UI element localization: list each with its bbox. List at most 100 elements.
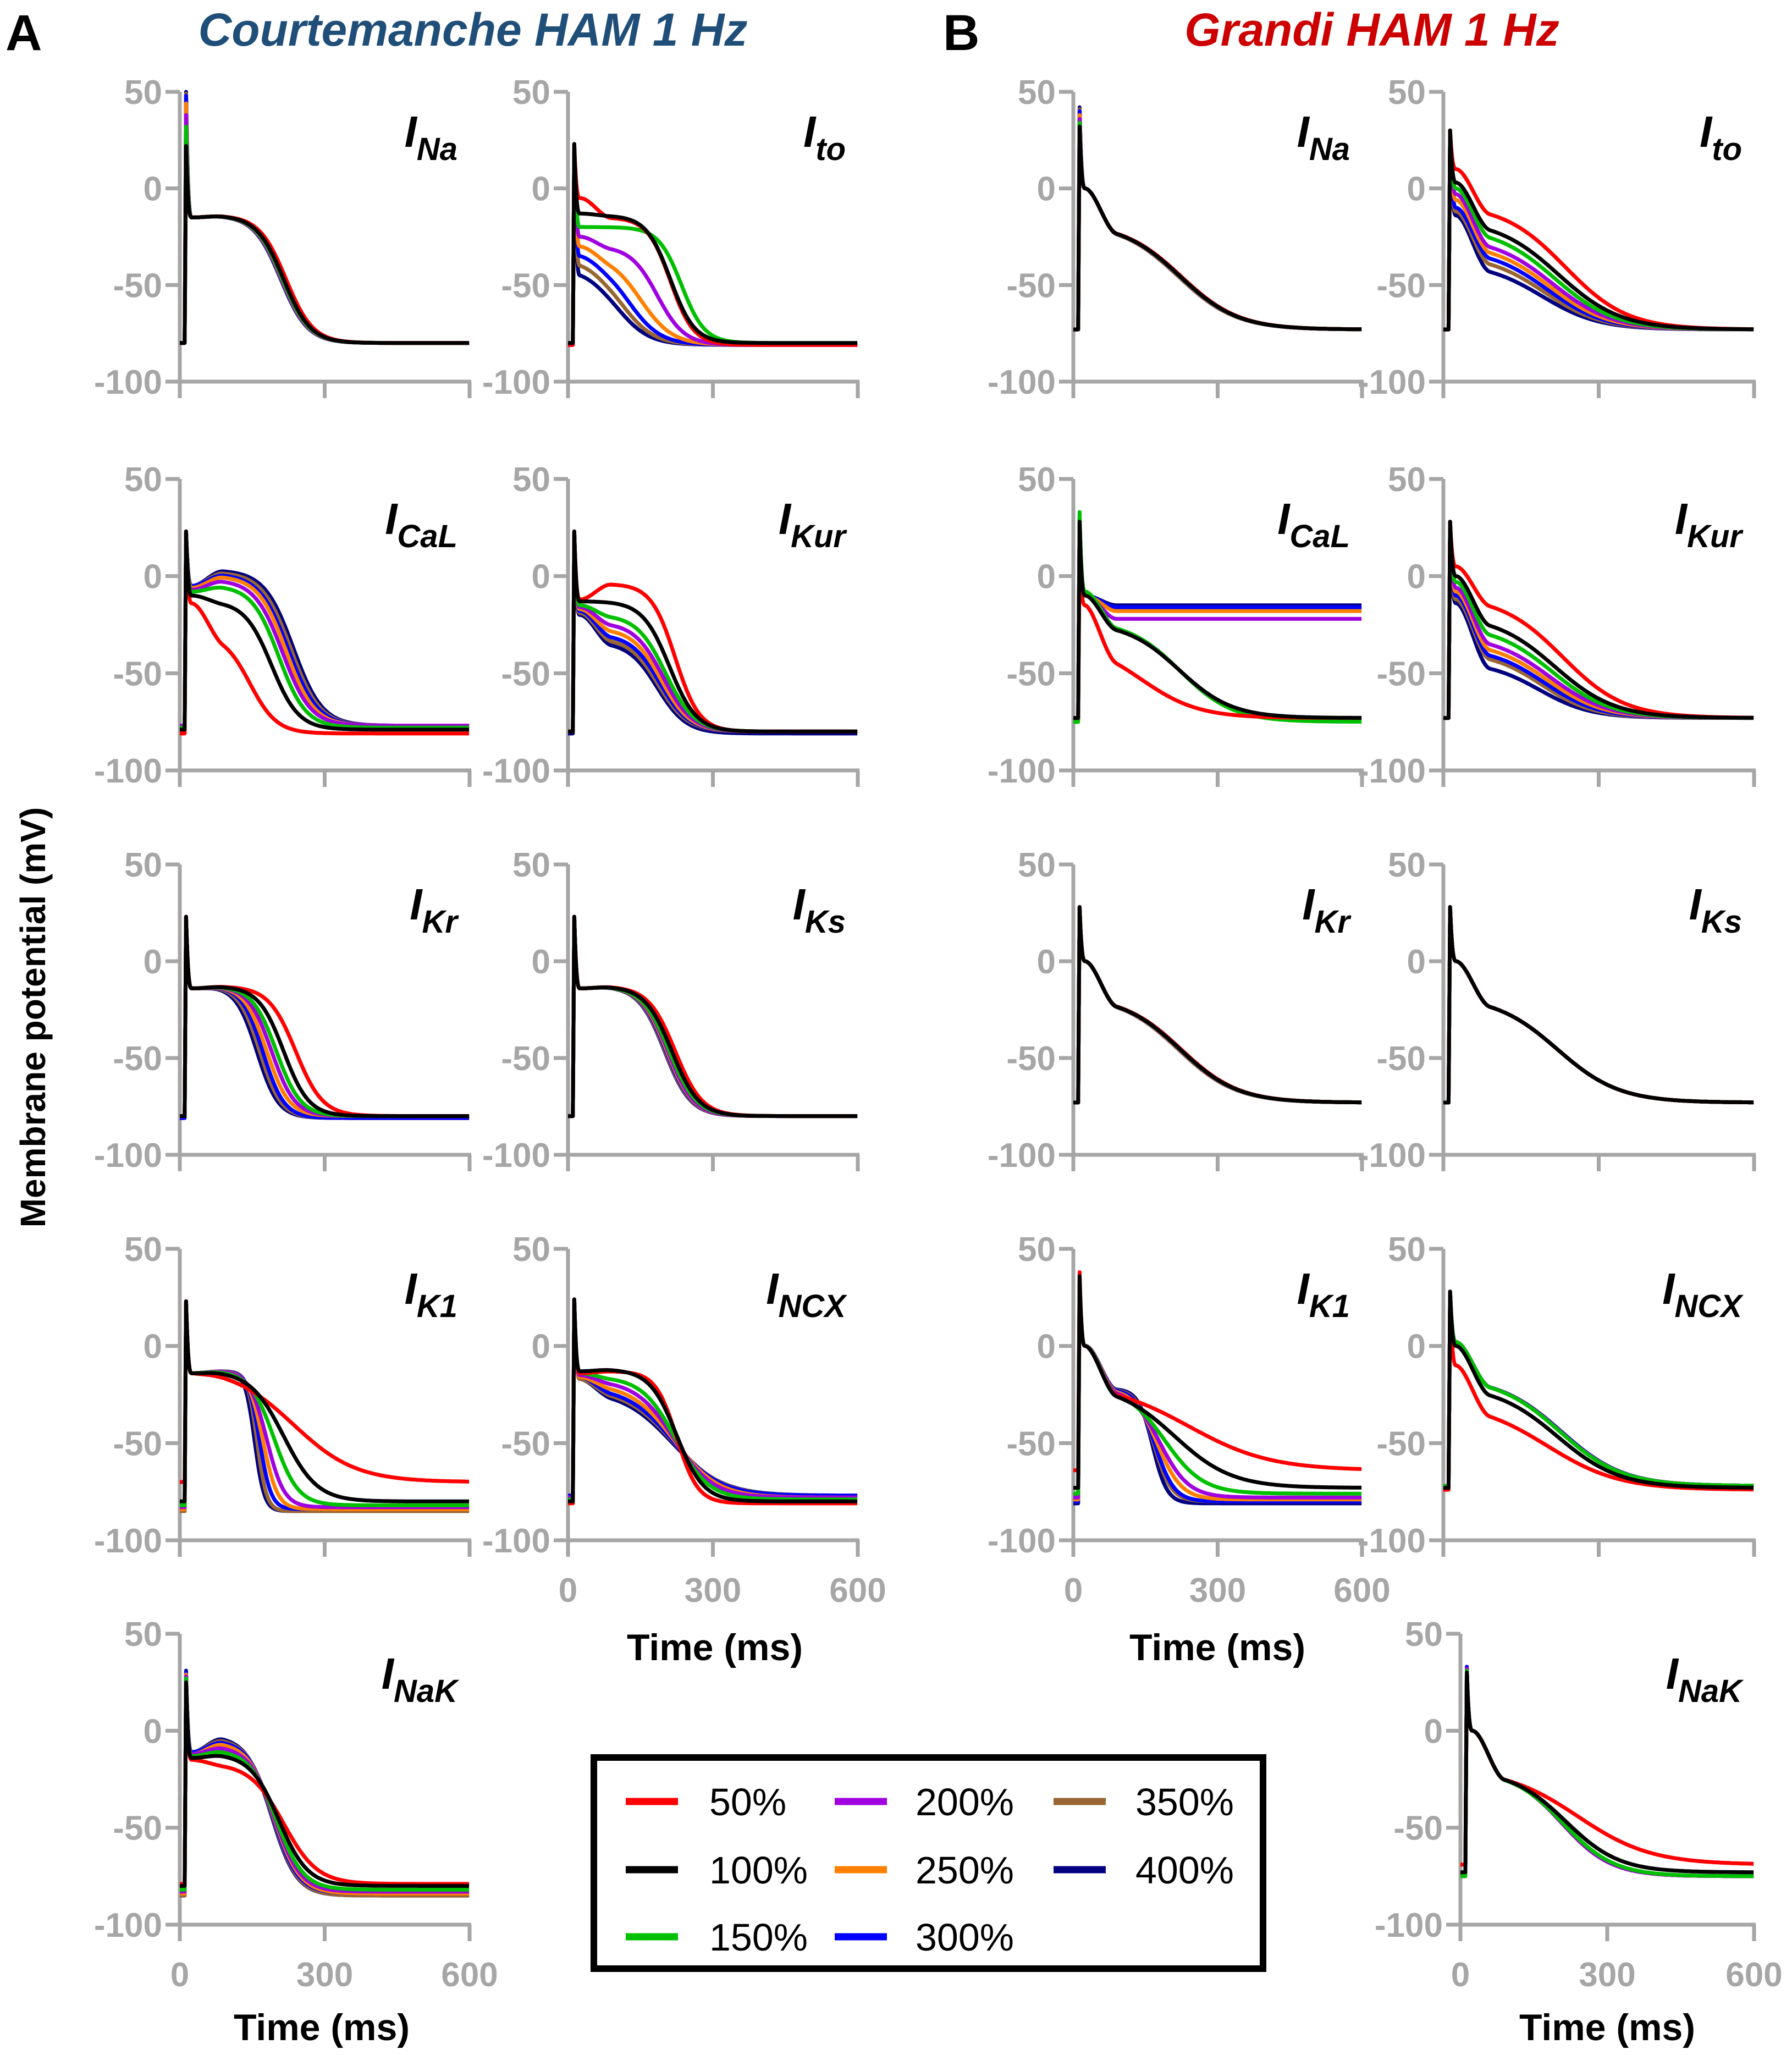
y-tick-label: 0: [532, 170, 550, 208]
panel-b-ikur: 50 0 -50 -100 IKur: [1358, 461, 1756, 790]
trace-250pct: [180, 529, 470, 728]
x-axis-label: Time (ms): [1519, 2007, 1695, 2048]
y-tick-label: 0: [532, 1328, 550, 1366]
panel-a-ikr: 50 0 -50 -100 IKr: [94, 846, 472, 1175]
trace-300pct: [568, 142, 858, 347]
y-tick-label: -100: [94, 1522, 162, 1560]
trace-50pct: [568, 914, 858, 1119]
current-symbol: I: [1675, 494, 1688, 543]
y-tick-label: -100: [482, 1137, 550, 1175]
current-subscript: NCX: [779, 1288, 848, 1324]
current-label: IK1: [1297, 1264, 1350, 1324]
trace-250pct: [1073, 516, 1362, 720]
y-tick-label: 50: [124, 1231, 162, 1269]
current-symbol: I: [1297, 107, 1310, 156]
panel-a-ikur: 50 0 -50 -100 IKur: [482, 461, 860, 790]
y-tick-label: 50: [1018, 74, 1056, 112]
y-tick-label: -50: [501, 1425, 550, 1463]
trace-100pct: [568, 142, 858, 345]
panel-b-letter: B: [943, 5, 980, 61]
current-subscript: to: [815, 131, 846, 167]
panel-b-incx: 50 0 -50 -100 INCX: [1358, 1231, 1756, 1560]
trace-250pct: [180, 914, 470, 1119]
current-label: IKur: [779, 494, 848, 554]
trace-100pct: [1443, 128, 1754, 332]
y-tick-label: 50: [512, 461, 550, 499]
y-tick-label: 50: [124, 1616, 162, 1654]
trace-400pct: [180, 529, 470, 728]
y-tick-label: 50: [124, 846, 162, 884]
current-label: IKur: [1675, 494, 1744, 554]
current-label: ICaL: [385, 494, 457, 554]
y-tick-label: -100: [1358, 1137, 1426, 1175]
current-symbol: I: [382, 1649, 395, 1698]
current-symbol: I: [1302, 880, 1315, 929]
trace-400pct: [568, 914, 858, 1119]
current-symbol: I: [766, 1264, 779, 1313]
trace-100pct: [568, 1297, 858, 1503]
current-label: ICaL: [1277, 494, 1350, 554]
trace-100pct: [568, 914, 858, 1119]
y-tick-label: -100: [482, 1522, 550, 1560]
y-tick-label: 50: [124, 74, 162, 112]
trace-50pct: [180, 1299, 470, 1484]
y-tick-label: -50: [501, 655, 550, 693]
y-tick-label: 50: [1018, 1231, 1056, 1269]
trace-50pct: [180, 914, 470, 1119]
current-label: INaK: [1666, 1649, 1744, 1709]
x-tick-label: 300: [1189, 1572, 1246, 1610]
y-tick-label: 0: [144, 1328, 162, 1366]
y-tick-label: -50: [1376, 1040, 1426, 1078]
trace-100pct: [180, 1680, 470, 1888]
legend-label: 400%: [1135, 1849, 1234, 1892]
trace-50pct: [180, 157, 470, 345]
current-subscript: Ks: [805, 904, 846, 940]
trace-350pct: [568, 142, 858, 347]
current-label: INCX: [1662, 1264, 1744, 1324]
trace-200pct: [568, 1297, 858, 1500]
y-tick-label: 0: [1407, 1328, 1426, 1366]
x-axis-label: Time (ms): [234, 2007, 410, 2048]
panel-a-title: Courtemanche HAM 1 Hz: [198, 4, 748, 56]
trace-350pct: [568, 914, 858, 1119]
y-tick-label: -50: [1006, 1425, 1056, 1463]
y-tick-label: 0: [532, 943, 550, 981]
y-tick-label: 0: [1424, 1712, 1443, 1750]
trace-200pct: [180, 914, 470, 1119]
current-label: INa: [1297, 107, 1350, 167]
trace-150pct: [568, 142, 858, 345]
current-subscript: K1: [1309, 1288, 1350, 1324]
current-subscript: NaK: [1678, 1673, 1744, 1709]
trace-300pct: [180, 914, 470, 1120]
legend-label: 200%: [916, 1781, 1014, 1823]
trace-150pct: [1443, 1290, 1754, 1488]
trace-150pct: [180, 529, 470, 730]
trace-100pct: [180, 1299, 470, 1503]
legend-label: 350%: [1135, 1781, 1234, 1823]
trace-100pct: [568, 529, 858, 734]
panel-b-ical: 50 0 -50 -100 ICaL: [988, 461, 1364, 790]
y-tick-label: 0: [144, 558, 162, 596]
y-tick-label: -100: [94, 363, 162, 401]
y-tick-label: -100: [482, 752, 550, 790]
trace-50pct: [568, 142, 858, 347]
y-tick-label: 0: [144, 943, 162, 981]
current-label: INCX: [766, 1264, 847, 1324]
panel-a-ik1: 50 0 -50 -100 IK1: [94, 1231, 472, 1560]
y-tick-label: -50: [1376, 655, 1426, 693]
trace-100pct: [180, 529, 470, 732]
y-tick-label: 50: [1405, 1616, 1443, 1654]
trace-350pct: [180, 529, 470, 728]
trace-200pct: [180, 529, 470, 728]
x-tick-label: 300: [296, 1956, 353, 1994]
trace-50pct: [180, 529, 470, 736]
x-axis-label: Time (ms): [1129, 1627, 1305, 1668]
current-subscript: NCX: [1675, 1288, 1744, 1324]
current-subscript: NaK: [394, 1673, 460, 1709]
y-tick-label: -100: [1358, 363, 1426, 401]
trace-400pct: [568, 142, 858, 347]
current-label: INaK: [382, 1649, 460, 1709]
